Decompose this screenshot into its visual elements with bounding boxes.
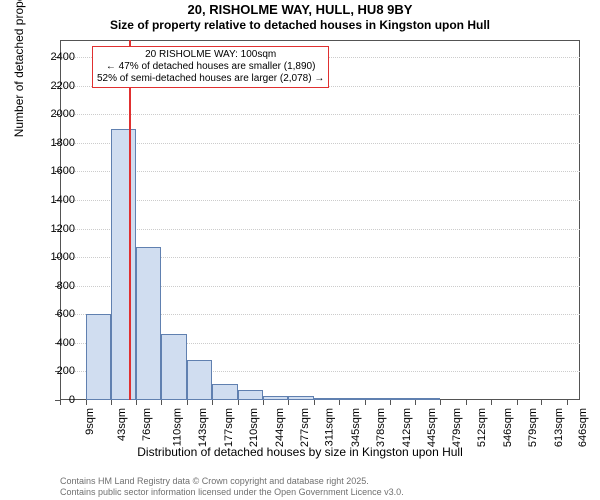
annotation-line: 52% of semi-detached houses are larger (…	[97, 73, 324, 85]
x-tick-mark	[187, 400, 188, 405]
x-tick-mark	[161, 400, 162, 405]
x-tick-label: 43sqm	[116, 408, 128, 441]
chart-footer: Contains HM Land Registry data © Crown c…	[60, 476, 404, 498]
y-tick-label: 2200	[25, 80, 75, 92]
x-tick-mark	[111, 400, 112, 405]
x-tick-label: 479sqm	[451, 408, 463, 447]
chart-container: 20, RISHOLME WAY, HULL, HU8 9BY Size of …	[0, 0, 600, 500]
x-tick-mark	[339, 400, 340, 405]
property-marker-line	[129, 40, 131, 400]
y-tick-label: 1800	[25, 137, 75, 149]
histogram-bar	[161, 334, 187, 400]
chart-title: 20, RISHOLME WAY, HULL, HU8 9BY	[0, 2, 600, 17]
x-tick-mark	[288, 400, 289, 405]
x-tick-label: 143sqm	[197, 408, 209, 447]
annotation-line: ← 47% of detached houses are smaller (1,…	[97, 61, 324, 73]
x-tick-label: 311sqm	[324, 408, 336, 446]
x-tick-label: 244sqm	[274, 408, 286, 447]
x-tick-label: 412sqm	[401, 408, 413, 447]
grid-line	[60, 171, 580, 172]
histogram-bar	[288, 396, 314, 400]
x-tick-label: 277sqm	[299, 408, 311, 447]
grid-line	[60, 143, 580, 144]
grid-line	[60, 229, 580, 230]
x-tick-mark	[491, 400, 492, 405]
x-tick-mark	[466, 400, 467, 405]
x-tick-label: 512sqm	[476, 408, 488, 447]
x-tick-label: 613sqm	[553, 408, 565, 447]
y-tick-label: 600	[25, 308, 75, 320]
x-tick-mark	[263, 400, 264, 405]
histogram-bar	[390, 398, 416, 400]
x-tick-label: 378sqm	[375, 408, 387, 447]
x-tick-mark	[440, 400, 441, 405]
histogram-bar	[187, 360, 212, 400]
grid-line	[60, 200, 580, 201]
histogram-bar	[212, 384, 238, 400]
histogram-bar	[339, 398, 365, 400]
histogram-bar	[314, 398, 339, 400]
x-tick-label: 345sqm	[350, 408, 362, 447]
annotation-line: 20 RISHOLME WAY: 100sqm	[97, 49, 324, 61]
x-tick-mark	[365, 400, 366, 405]
y-axis-label: Number of detached properties	[12, 0, 26, 137]
histogram-bar	[238, 390, 263, 400]
x-tick-label: 76sqm	[141, 408, 153, 441]
x-tick-mark	[415, 400, 416, 405]
y-tick-label: 200	[25, 365, 75, 377]
plot-area: 20 RISHOLME WAY: 100sqm← 47% of detached…	[60, 40, 580, 400]
x-tick-mark	[60, 400, 61, 405]
x-tick-label: 9sqm	[84, 408, 96, 435]
y-tick-label: 800	[25, 280, 75, 292]
x-tick-mark	[390, 400, 391, 405]
x-tick-mark	[86, 400, 87, 405]
x-tick-label: 646sqm	[578, 408, 590, 447]
y-tick-label: 2000	[25, 108, 75, 120]
histogram-bar	[263, 396, 289, 400]
x-tick-label: 445sqm	[426, 408, 438, 447]
y-tick-label: 0	[25, 394, 75, 406]
histogram-bar	[111, 129, 137, 400]
histogram-bar	[136, 247, 161, 400]
x-tick-label: 177sqm	[223, 408, 235, 447]
x-tick-mark	[136, 400, 137, 405]
x-tick-label: 579sqm	[527, 408, 539, 447]
x-tick-mark	[314, 400, 315, 405]
x-tick-mark	[212, 400, 213, 405]
y-tick-label: 1200	[25, 223, 75, 235]
x-tick-mark	[567, 400, 568, 405]
annotation-box: 20 RISHOLME WAY: 100sqm← 47% of detached…	[92, 46, 329, 88]
footer-line2: Contains public sector information licen…	[60, 487, 404, 498]
x-tick-label: 110sqm	[172, 408, 184, 446]
footer-line1: Contains HM Land Registry data © Crown c…	[60, 476, 404, 487]
y-tick-label: 1000	[25, 251, 75, 263]
y-tick-label: 2400	[25, 51, 75, 63]
grid-line	[60, 114, 580, 115]
y-tick-label: 1600	[25, 165, 75, 177]
y-tick-label: 1400	[25, 194, 75, 206]
x-tick-mark	[517, 400, 518, 405]
histogram-bar	[365, 398, 390, 400]
x-tick-mark	[541, 400, 542, 405]
x-tick-label: 546sqm	[502, 408, 514, 447]
x-tick-mark	[238, 400, 239, 405]
chart-subtitle: Size of property relative to detached ho…	[0, 18, 600, 32]
x-tick-label: 210sqm	[248, 408, 260, 447]
y-tick-label: 400	[25, 337, 75, 349]
histogram-bar	[415, 398, 440, 400]
histogram-bar	[86, 314, 111, 400]
